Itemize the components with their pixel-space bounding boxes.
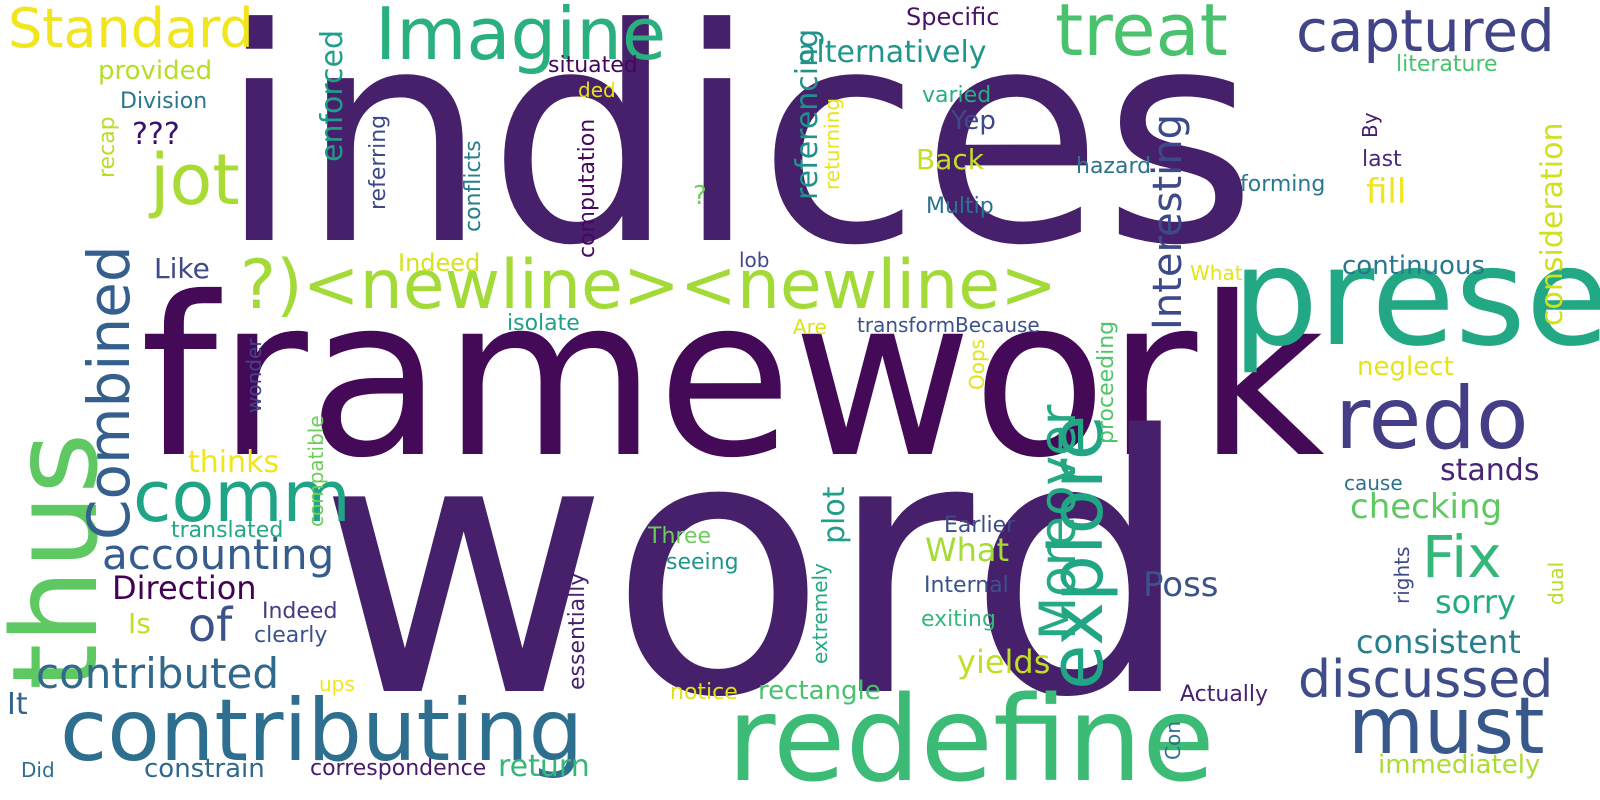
word-fix: Fix xyxy=(1422,523,1502,591)
word-varied: varied xyxy=(922,83,992,108)
word-lob: lob xyxy=(739,248,770,272)
word-transformbecause: transformBecause xyxy=(857,313,1040,337)
word-sorry: sorry xyxy=(1435,583,1516,621)
word-specific: Specific xyxy=(906,3,1000,31)
word-back: Back xyxy=(916,143,984,176)
word-yields: yields xyxy=(957,643,1051,681)
word-qqq: ??? xyxy=(132,117,180,152)
word-computation: computation xyxy=(575,118,600,258)
word-seeing: seeing xyxy=(666,550,739,575)
word-jot: jot xyxy=(150,139,240,221)
word-what: What xyxy=(925,531,1010,569)
word-wonder: wonder xyxy=(242,338,266,414)
word-provided: provided xyxy=(98,56,213,86)
word-translated: translated xyxy=(171,518,284,543)
word-captured: captured xyxy=(1296,0,1555,65)
word-clearly: clearly xyxy=(254,623,328,648)
word-consideration: consideration xyxy=(1535,122,1570,326)
word-direction: Direction xyxy=(112,569,257,607)
word-isolate: isolate xyxy=(507,311,580,336)
word-constrain: constrain xyxy=(144,754,265,784)
word-oops: Oops xyxy=(965,338,989,390)
word-discussed: discussed xyxy=(1298,650,1554,710)
word-yep: Yep xyxy=(951,106,996,136)
word-situated: situated xyxy=(548,53,638,78)
word-extremely: extremely xyxy=(808,563,832,664)
word-ups: ups xyxy=(319,672,355,696)
word-thinks: thinks xyxy=(188,445,280,480)
word-like: Like xyxy=(154,252,210,285)
word-standard: Standard xyxy=(8,0,254,60)
word-recap: recap xyxy=(95,116,120,178)
word-actually: Actually xyxy=(1180,682,1269,707)
word-thus: presence xyxy=(1232,219,1600,377)
word-must: must xyxy=(1348,682,1545,772)
word-stands: stands xyxy=(1440,453,1540,488)
word-alternatively: alternatively xyxy=(798,35,987,70)
word-compatible: compatible xyxy=(304,415,328,527)
word-contributed: contributed xyxy=(36,649,280,698)
word-interesting: Interesting xyxy=(1145,114,1191,330)
word-essentially: essentially xyxy=(565,572,590,690)
word-is: Is xyxy=(128,607,151,640)
word-division: Division xyxy=(120,89,208,114)
word-earlier: Earlier xyxy=(944,513,1016,538)
word-three: Three xyxy=(648,524,712,549)
word-last: last xyxy=(1362,147,1402,172)
word-word: word xyxy=(318,361,1194,775)
word-notice: notice xyxy=(670,680,738,705)
word-checking: checking xyxy=(1350,487,1503,527)
word-referring: referring xyxy=(366,114,391,210)
word-imagine: Imagine xyxy=(375,0,667,76)
word-returning: returning xyxy=(820,97,844,190)
word-hazard: hazard xyxy=(1076,154,1152,179)
word-indices: indices xyxy=(218,0,1258,310)
word-immediately: immediately xyxy=(1378,750,1541,780)
word-cause: cause xyxy=(1344,471,1403,495)
word-proceeding: proceeding xyxy=(1094,320,1119,444)
word-dual: dual xyxy=(1544,561,1568,605)
word-are: Are xyxy=(793,315,827,339)
word-poss: Poss xyxy=(1143,565,1219,605)
word-plot: plot xyxy=(817,486,852,545)
word-combined: Combined xyxy=(75,245,143,540)
word-of: of xyxy=(188,598,233,652)
word-conflicts: conflicts xyxy=(461,140,486,232)
word-forming: forming xyxy=(1240,172,1326,197)
word-framework: framework xyxy=(140,250,1325,506)
word-by: By xyxy=(1358,112,1382,138)
word-rectangle: rectangle xyxy=(758,676,881,706)
word-what-2: What xyxy=(1190,261,1243,285)
word-con: Con xyxy=(1161,721,1185,760)
word-literature: literature xyxy=(1396,52,1498,77)
word-newline: ?)<newline><newline> xyxy=(240,246,1058,325)
word-treat: treat xyxy=(1055,0,1228,72)
word-referencing: referencing xyxy=(790,28,825,200)
word-redefine: redefine xyxy=(727,670,1215,800)
word-moreover: Moreover xyxy=(1029,404,1087,640)
word-neglect: neglect xyxy=(1357,352,1454,382)
word-contributing: contributing xyxy=(60,681,584,781)
word-it: It xyxy=(7,687,28,722)
word-exiting: exiting xyxy=(921,607,996,632)
word-did: Did xyxy=(21,758,55,782)
word-enforced: enforced xyxy=(315,29,350,162)
word-indeed-1: Indeed xyxy=(262,599,338,624)
word-multip: Multip xyxy=(926,194,994,219)
word-ded: ded xyxy=(578,78,616,102)
word-correspondence: correspondence xyxy=(310,756,487,781)
word-question: ? xyxy=(693,181,707,211)
word-continuous: continuous xyxy=(1342,251,1485,281)
word-comm: comm xyxy=(133,456,351,538)
word-return: return xyxy=(498,749,590,784)
word-fill: fill xyxy=(1366,172,1407,212)
word-accounting: accounting xyxy=(102,530,335,579)
word-rights: rights xyxy=(1390,546,1414,604)
word-indeed-2: Indeed xyxy=(398,249,481,277)
word-internal: Internal xyxy=(924,573,1009,598)
word-consistent: consistent xyxy=(1356,623,1521,661)
word-redo: redo xyxy=(1335,369,1529,469)
